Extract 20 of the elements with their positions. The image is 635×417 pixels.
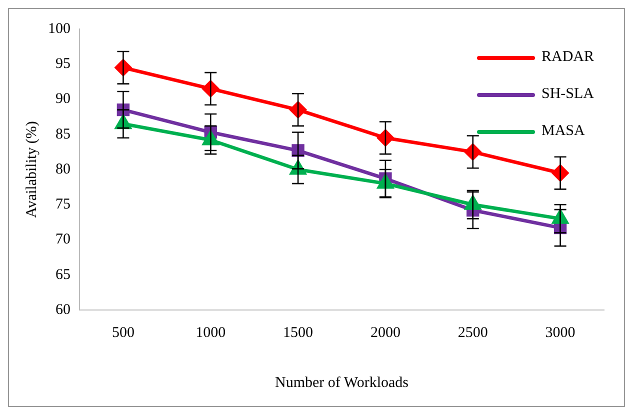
x-tick-label: 500 [112,324,134,341]
y-tick-label: 60 [56,302,70,318]
y-tick-label: 90 [56,91,70,108]
y-tick-label: 85 [56,126,70,142]
x-tick-label: 2500 [458,324,488,341]
legend-label: MASA [541,123,585,140]
y-axis-title: Availability (%) [24,121,40,218]
x-tick-label: 3000 [545,324,576,341]
y-tick-label: 80 [56,161,70,178]
y-tick-label: 100 [48,20,70,37]
y-tick-label: 65 [56,266,70,283]
legend-label: RADAR [541,49,594,66]
y-tick-label: 75 [56,196,70,213]
x-axis-title: Number of Workloads [275,374,409,391]
x-tick-label: 1000 [196,324,226,341]
y-tick-label: 95 [56,56,70,72]
y-tick-label: 70 [56,232,70,248]
legend-label: SH-SLA [541,86,594,103]
x-tick-label: 2000 [370,324,400,341]
x-tick-label: 1500 [283,324,314,341]
